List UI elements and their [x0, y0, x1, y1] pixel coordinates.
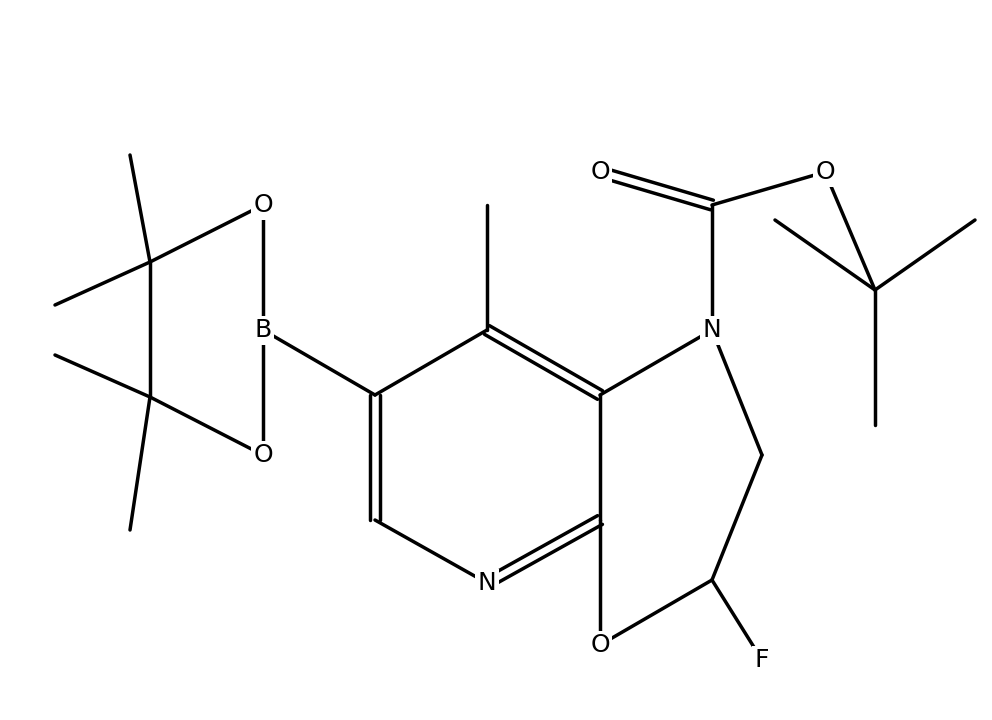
Text: B: B: [254, 318, 272, 342]
Text: O: O: [590, 160, 610, 184]
Text: O: O: [253, 193, 273, 217]
Text: O: O: [590, 633, 610, 657]
Text: N: N: [477, 571, 496, 595]
Text: N: N: [702, 318, 721, 342]
Text: F: F: [755, 648, 769, 672]
Text: O: O: [253, 443, 273, 467]
Text: O: O: [815, 160, 835, 184]
